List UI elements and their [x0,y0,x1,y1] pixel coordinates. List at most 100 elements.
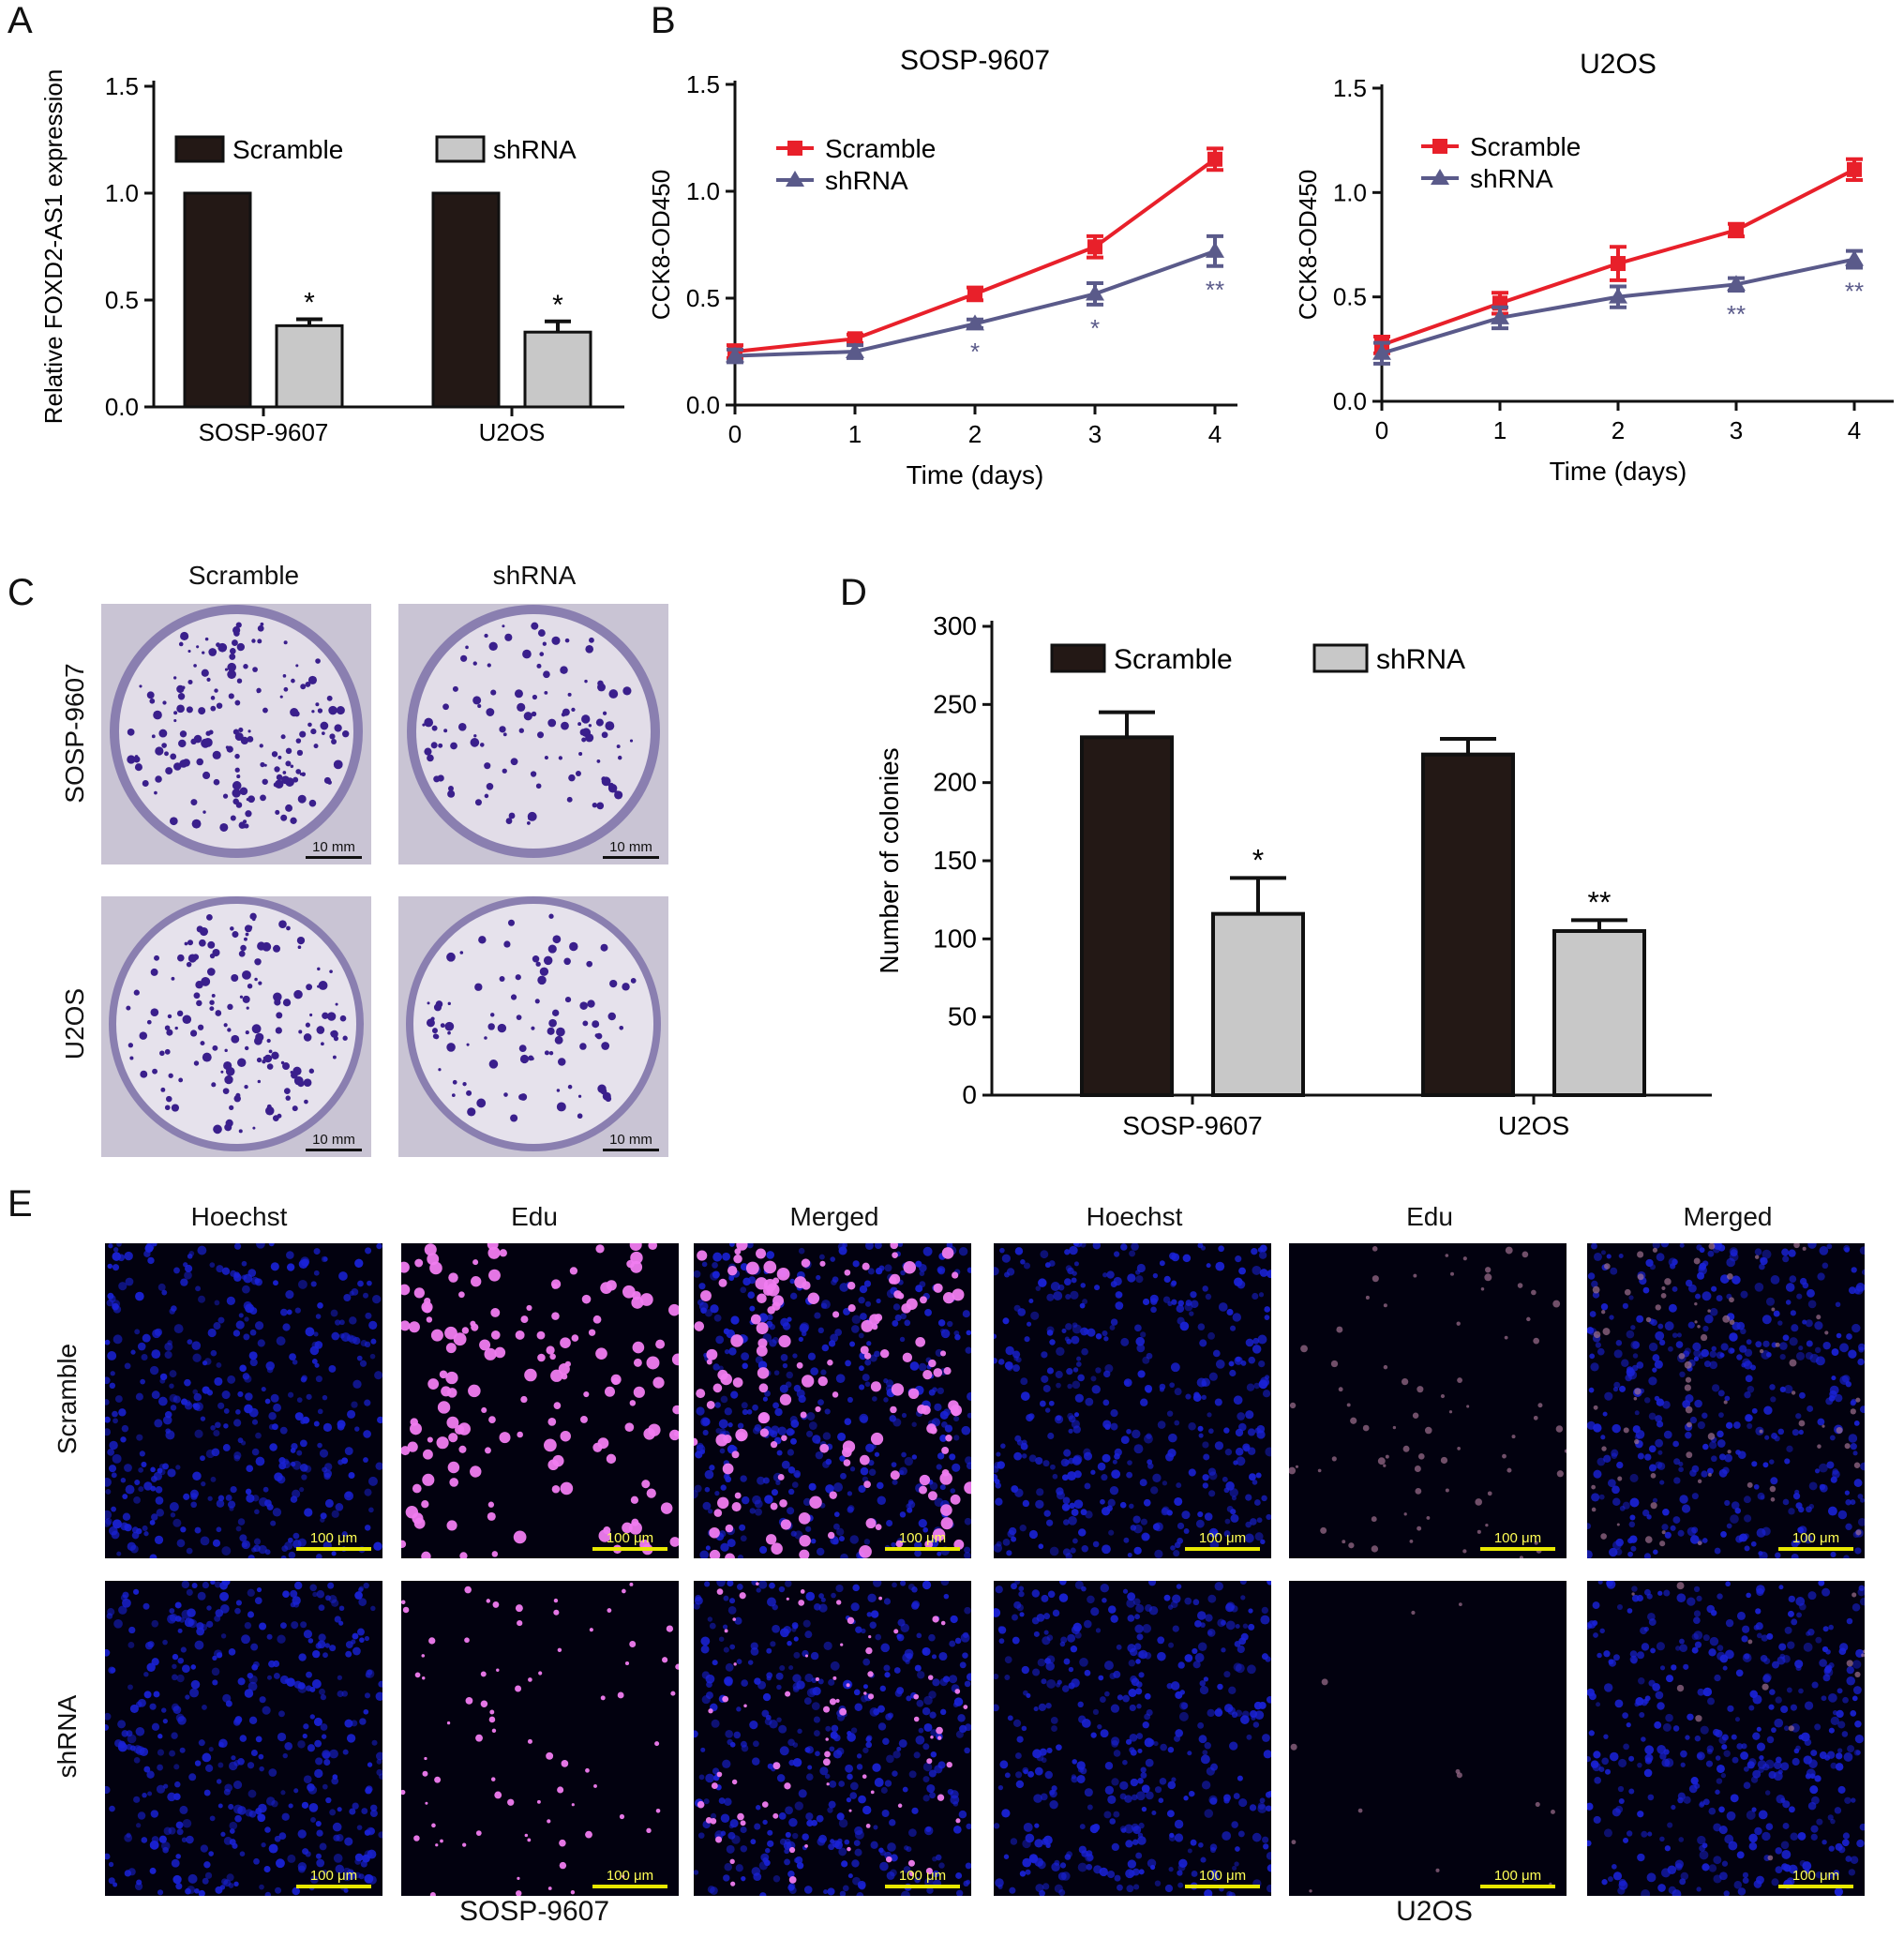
fluorescence-image: 100 μm [105,1243,382,1558]
colony-dot [300,684,307,690]
colony-dot [252,667,258,672]
colony-dot [166,1095,172,1103]
colony-dot [164,1048,171,1055]
y-tick-label: 150 [933,846,977,875]
y-tick-label: 50 [948,1002,977,1031]
colony-dot [211,1082,217,1088]
colony-dot [234,767,240,773]
colony-dot [433,1033,440,1040]
colony-dot [577,1094,582,1098]
colony-dot [502,624,505,628]
colony-dot [566,796,573,803]
colony-dot [224,668,229,671]
colony-dot [211,993,216,998]
colony-dot [174,1026,178,1030]
panel-c-row-header-u2os: U2OS [60,987,89,1060]
colony-dot [179,730,187,738]
data-point-scramble [847,331,862,347]
colony-dot [292,1105,298,1112]
colony-dot [166,1029,173,1036]
colony-dot [510,758,518,766]
colony-dot [304,1099,308,1105]
colony-dot [532,694,538,700]
colony-dot [234,753,240,759]
colony-dot [275,809,280,815]
colony-dot [597,683,606,692]
scale-bar-line [1480,1547,1555,1551]
colony-dot [502,732,507,737]
colony-dot [539,652,545,656]
colony-dot [299,773,303,776]
scale-bar-line [885,1547,960,1551]
x-tick-label: 0 [1375,416,1388,444]
colony-dot [326,1012,337,1021]
colony-dot [286,925,291,931]
colony-dot [426,1018,435,1028]
colony-dot [295,738,302,744]
x-tick-label: 3 [1088,420,1102,448]
colony-dot [208,648,217,656]
x-tick-label: 1 [1493,416,1507,444]
colony-dot [134,755,139,759]
colony-dot [472,661,477,666]
colony-dot [295,664,299,668]
y-tick-label: 0 [962,1080,977,1109]
colony-dot [315,702,320,707]
colony-dot [189,1030,198,1037]
colony-dot [291,678,295,684]
colony-dot [567,1084,573,1090]
x-tick-label: 3 [1730,416,1743,444]
panel-label-c: C [7,572,35,613]
colony-dot [139,684,142,688]
colony-dot [173,762,182,771]
scale-bar-label: 100 μm [309,1868,358,1884]
colony-dot [280,734,286,740]
colony-dot [607,783,618,793]
colony-dot [297,945,302,950]
data-point-scramble [1729,222,1744,238]
significance-marker: * [304,288,315,319]
colony-dot [193,992,201,1000]
scale-bar: 100 μm [885,1530,960,1551]
colony-dot [451,1093,456,1098]
colony-dot [433,775,441,783]
chart-b: SOSP-9607 0.0 0.5 1.0 1.5 0 1 2 3 4 Time (days) CCK… [647,45,1894,489]
colony-dot [290,708,299,717]
colony-dot [164,751,169,757]
colony-dot [307,675,317,684]
colony-dot [467,1107,476,1117]
colony-dot [232,789,241,798]
significance-marker: ** [1588,885,1612,919]
scale-bar-line [592,1885,667,1888]
colony-dot [268,1049,273,1054]
scale-bar: 100 μm [296,1868,371,1888]
colony-dot [564,638,570,643]
colony-dot [486,782,494,790]
colony-dot [478,936,487,944]
colony-dot [202,651,205,654]
colony-dot [516,1015,522,1021]
colony-dot [293,989,303,1000]
colony-dot [167,1014,172,1019]
colony-dot [557,1058,566,1066]
scale-bar: 100 μm [592,1868,667,1888]
colony-dot [542,641,547,646]
colony-dot [592,802,598,808]
colony-dot [526,821,531,825]
colony-dot [236,678,243,684]
bar-shrna [523,330,592,409]
colony-dot [224,1075,233,1085]
colony-dot [160,1087,166,1092]
colony-dot [243,664,248,669]
colony-dot [497,1023,507,1033]
colony-dot [266,1104,272,1109]
scale-bar-line [1185,1885,1260,1888]
colony-dot [260,622,264,626]
legend-label-shrna: shRNA [493,135,577,164]
x-tick-label: 0 [728,420,742,448]
colony-dot [532,955,540,963]
colony-dot [333,1036,339,1042]
scale-bar: 100 μm [1185,1868,1260,1888]
colony-dot [536,663,542,669]
panel-e-group-label-sosp: SOSP-9607 [458,1896,610,1927]
